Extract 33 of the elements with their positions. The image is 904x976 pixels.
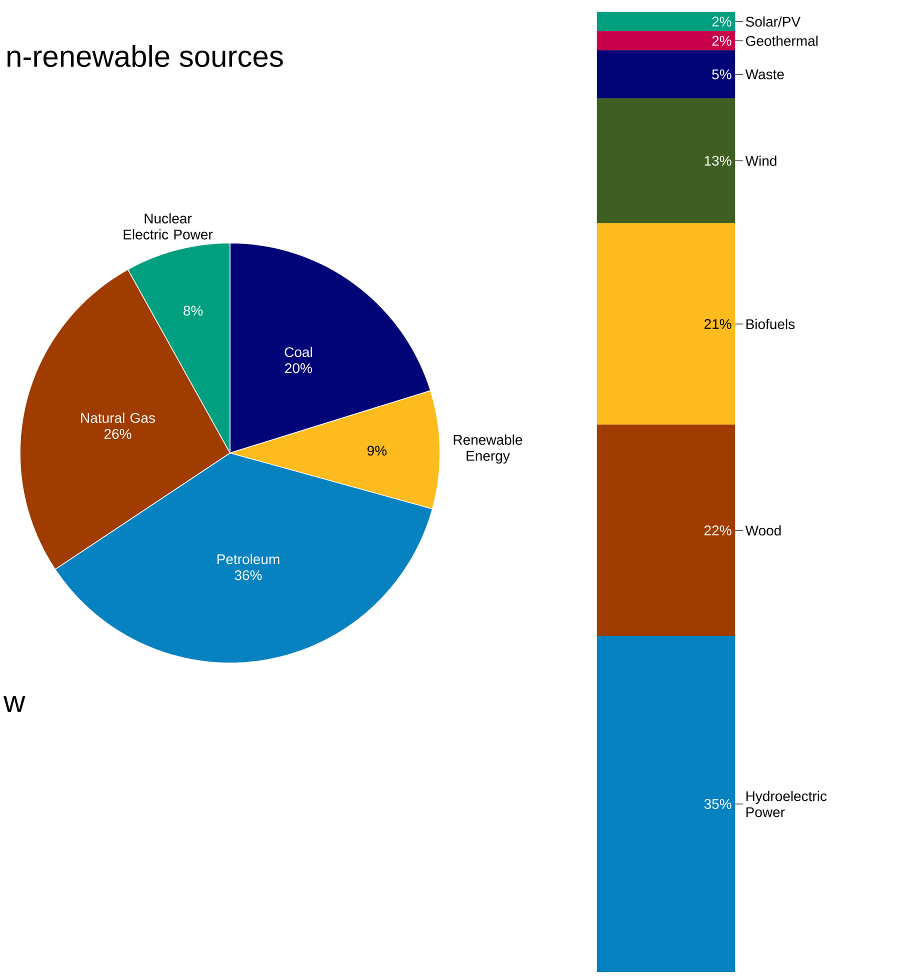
slice-label: Petroleum xyxy=(217,554,280,564)
data-label: 22% xyxy=(704,525,732,536)
series-label: Hydroelectric Power xyxy=(746,790,827,818)
slice-label: Natural Gas xyxy=(81,412,155,423)
series-label: Solar/PV xyxy=(746,16,801,27)
bar xyxy=(596,98,736,224)
data-label: 35% xyxy=(704,799,732,809)
text: w xyxy=(3,696,26,712)
series-label: Wood xyxy=(745,525,781,536)
data-label: 36% xyxy=(234,570,262,580)
bar xyxy=(596,50,736,98)
slice-label: Nuclear Electric Power xyxy=(124,213,213,240)
slice-label: Coal xyxy=(284,346,312,358)
bar xyxy=(596,12,736,32)
chart-title: n-renewable sources xyxy=(8,44,283,68)
data-label: 26% xyxy=(104,428,132,439)
bar xyxy=(596,424,736,636)
data-label: 5% xyxy=(712,69,732,80)
data-label: 8% xyxy=(184,306,203,316)
bar xyxy=(596,31,736,50)
data-label: 13% xyxy=(704,156,732,166)
series-label: Biofuels xyxy=(746,318,795,330)
bar xyxy=(596,636,736,972)
slice-label: Renewable Energy xyxy=(454,434,522,464)
series-label: Waste xyxy=(745,70,784,80)
data-label: 20% xyxy=(285,363,312,374)
series-label: Geothermal xyxy=(746,36,818,46)
data-label: 9% xyxy=(368,446,387,456)
series-label: Wind xyxy=(745,156,776,166)
data-label: 21% xyxy=(704,319,732,329)
data-label: 2% xyxy=(712,16,732,27)
bar xyxy=(596,223,736,425)
data-label: 2% xyxy=(712,36,732,46)
